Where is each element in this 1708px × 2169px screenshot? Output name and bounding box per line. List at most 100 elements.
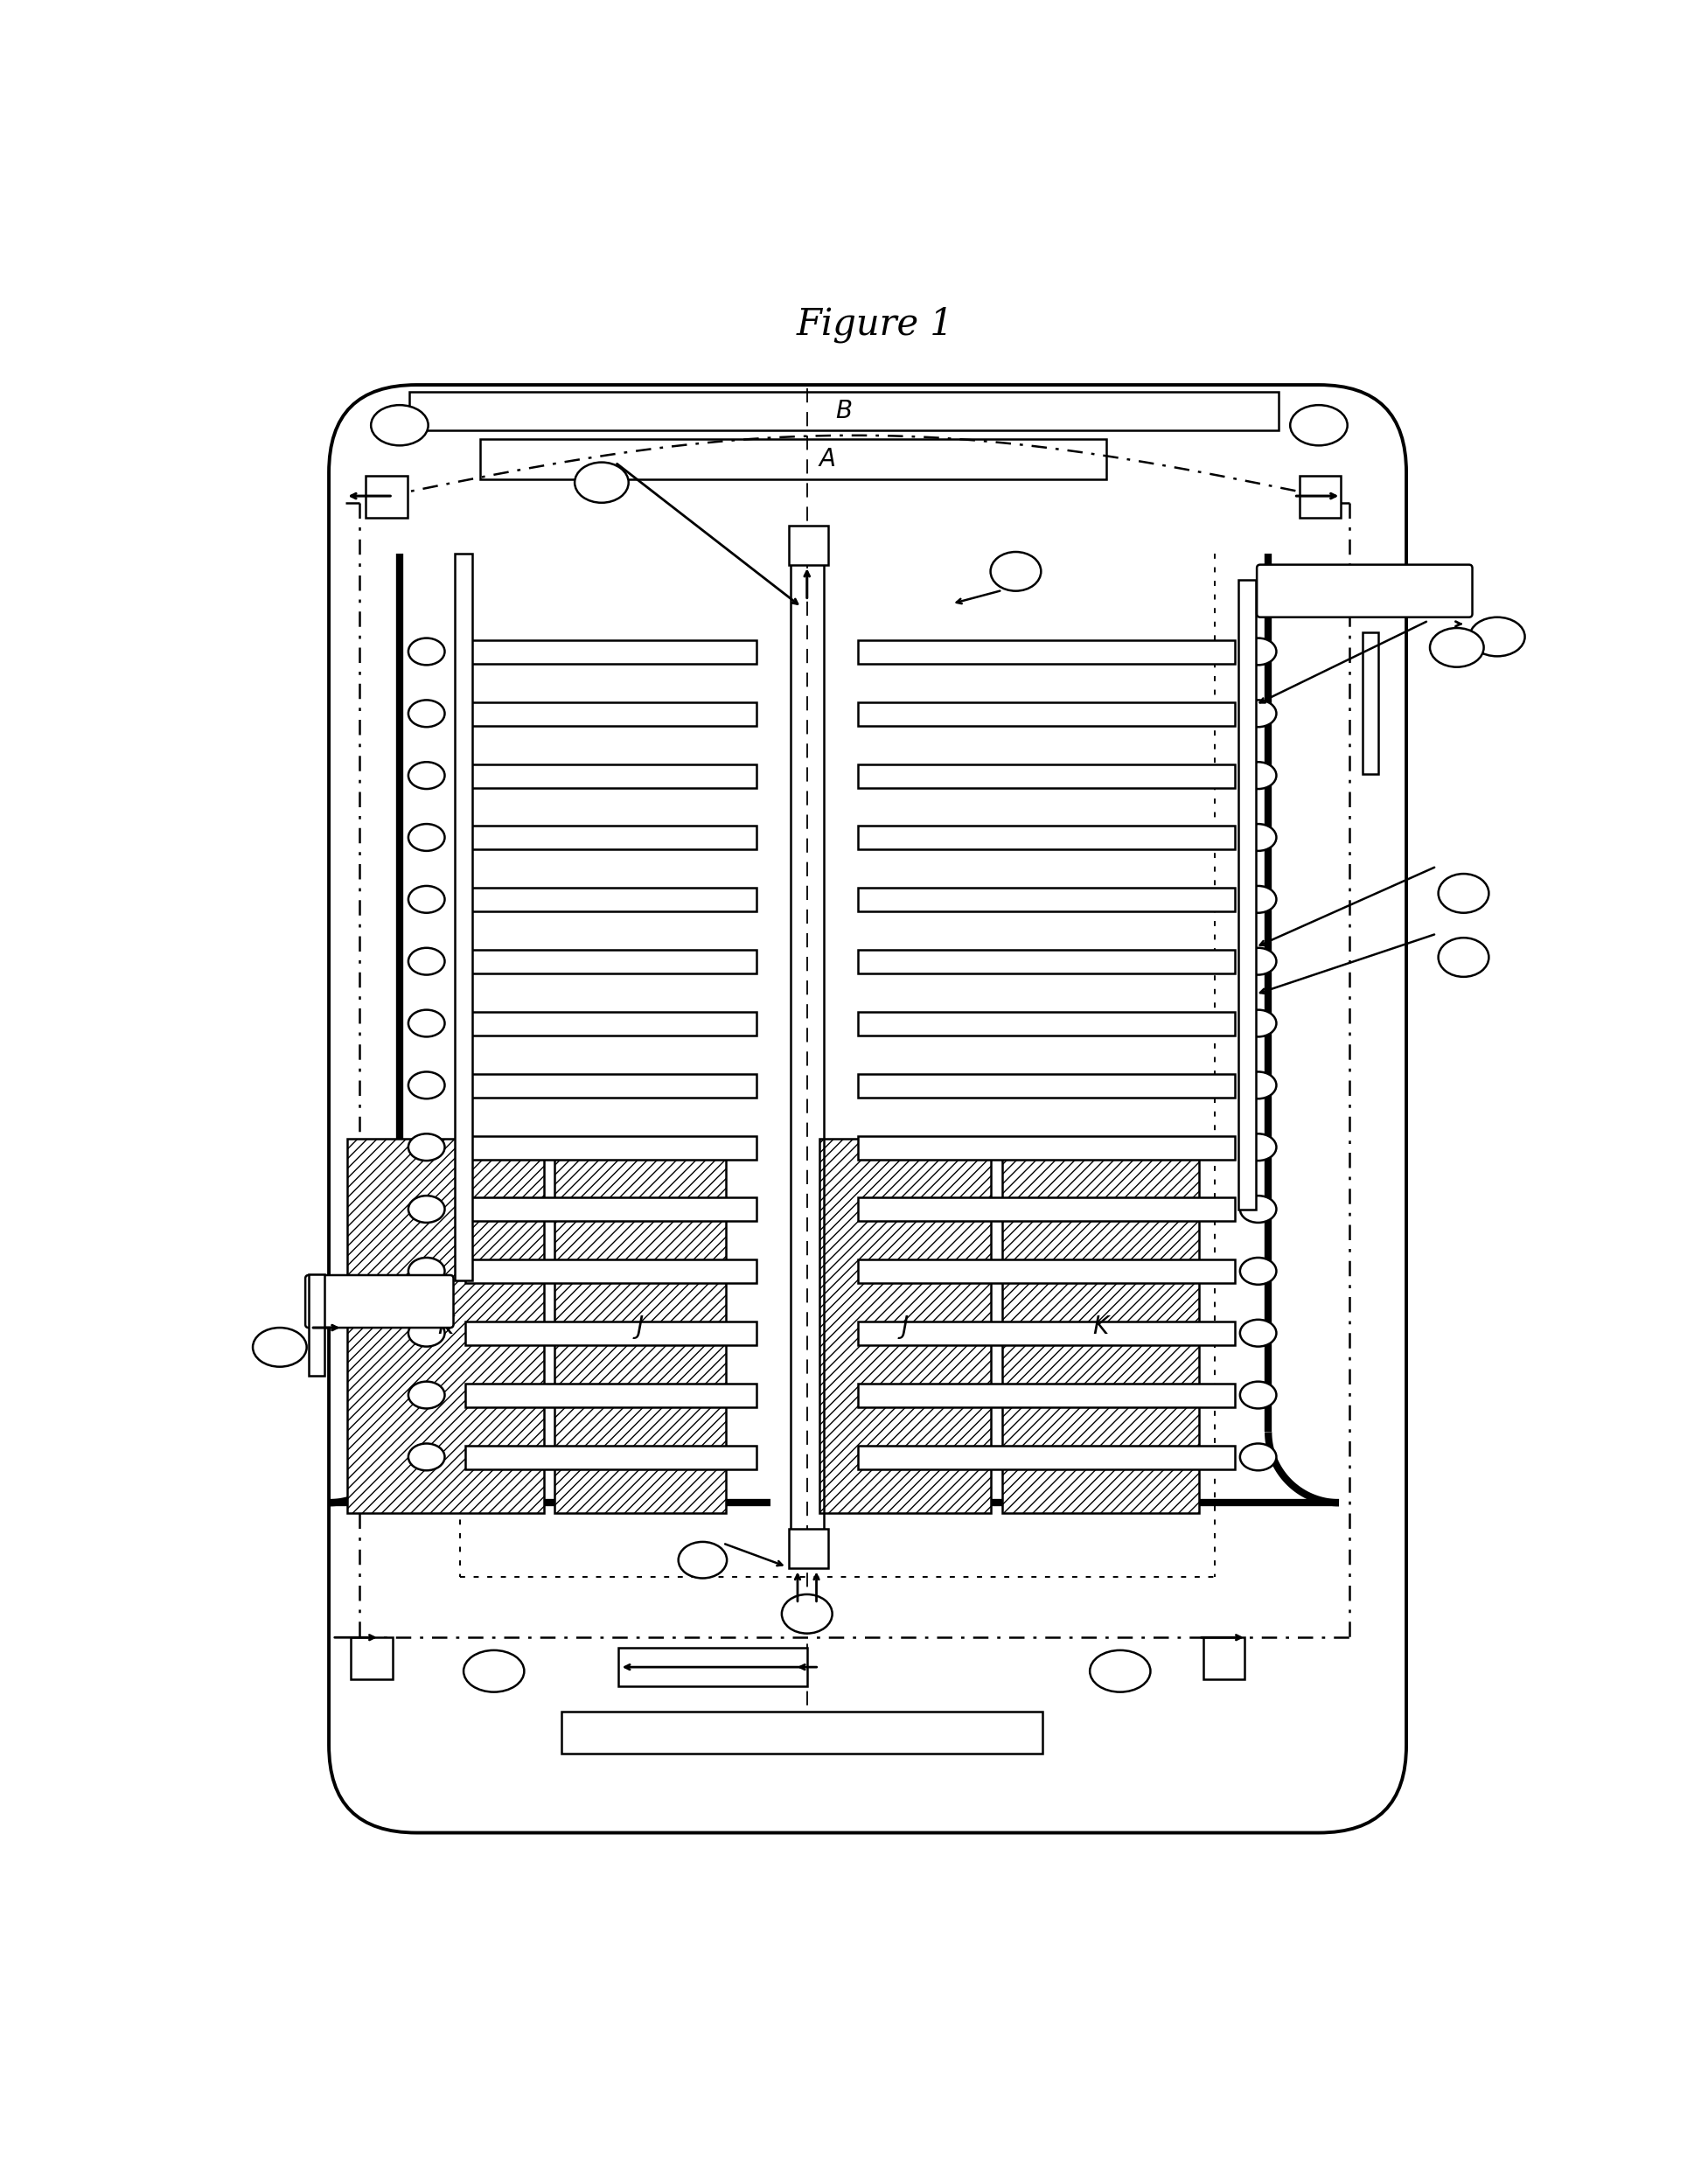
Text: E: E	[487, 1661, 500, 1681]
Text: I: I	[700, 1549, 705, 1570]
FancyBboxPatch shape	[466, 1260, 757, 1284]
FancyBboxPatch shape	[820, 1139, 991, 1514]
Ellipse shape	[408, 1445, 444, 1471]
FancyBboxPatch shape	[1003, 1139, 1199, 1514]
Ellipse shape	[1438, 874, 1489, 913]
Ellipse shape	[408, 1195, 444, 1223]
Ellipse shape	[408, 1319, 444, 1347]
FancyBboxPatch shape	[1363, 633, 1378, 774]
Text: 4: 4	[381, 488, 393, 505]
FancyBboxPatch shape	[857, 826, 1235, 850]
FancyBboxPatch shape	[857, 950, 1235, 974]
FancyBboxPatch shape	[857, 703, 1235, 727]
Ellipse shape	[1240, 1011, 1276, 1037]
Ellipse shape	[678, 1542, 728, 1579]
FancyBboxPatch shape	[857, 1011, 1235, 1035]
Ellipse shape	[574, 462, 629, 503]
FancyBboxPatch shape	[466, 950, 757, 974]
FancyBboxPatch shape	[857, 763, 1235, 787]
Ellipse shape	[1240, 1319, 1276, 1347]
Ellipse shape	[408, 1134, 444, 1160]
Ellipse shape	[1240, 1134, 1276, 1160]
FancyBboxPatch shape	[1257, 564, 1472, 618]
FancyBboxPatch shape	[857, 1321, 1235, 1345]
FancyBboxPatch shape	[555, 1139, 726, 1514]
Ellipse shape	[1240, 885, 1276, 913]
Text: K: K	[1093, 1314, 1108, 1338]
Ellipse shape	[1430, 629, 1484, 668]
Ellipse shape	[782, 1594, 832, 1633]
FancyBboxPatch shape	[857, 1197, 1235, 1221]
Ellipse shape	[408, 1382, 444, 1408]
Text: 1: 1	[367, 1648, 379, 1666]
Text: G: G	[793, 1720, 811, 1744]
FancyBboxPatch shape	[366, 475, 408, 518]
Text: J: J	[637, 1314, 644, 1338]
Text: B: B	[835, 399, 852, 423]
FancyBboxPatch shape	[410, 393, 1278, 432]
FancyBboxPatch shape	[618, 1648, 806, 1687]
Text: F: F	[801, 1603, 813, 1625]
FancyBboxPatch shape	[857, 1445, 1235, 1468]
Ellipse shape	[463, 1651, 524, 1692]
Text: 1: 1	[1218, 1648, 1231, 1666]
Text: 2: 2	[801, 1540, 813, 1557]
Ellipse shape	[371, 406, 429, 445]
Text: D: D	[1455, 883, 1472, 904]
Ellipse shape	[1438, 937, 1489, 976]
FancyBboxPatch shape	[466, 1011, 757, 1035]
Text: E: E	[1114, 1661, 1127, 1681]
Text: ..: ..	[803, 521, 813, 536]
FancyBboxPatch shape	[789, 1529, 828, 1568]
Ellipse shape	[1469, 618, 1525, 657]
Text: 3: 3	[801, 538, 813, 555]
FancyBboxPatch shape	[330, 384, 1406, 1833]
FancyBboxPatch shape	[789, 525, 828, 564]
Ellipse shape	[1240, 948, 1276, 974]
Ellipse shape	[1290, 406, 1348, 445]
FancyBboxPatch shape	[466, 763, 757, 787]
FancyBboxPatch shape	[309, 1275, 325, 1375]
Ellipse shape	[408, 824, 444, 850]
Text: N: N	[1448, 638, 1464, 657]
Text: Figure 1: Figure 1	[796, 306, 953, 343]
Ellipse shape	[1240, 824, 1276, 850]
FancyBboxPatch shape	[352, 1638, 393, 1679]
Ellipse shape	[1240, 1382, 1276, 1408]
Text: C: C	[1312, 414, 1325, 436]
Ellipse shape	[408, 885, 444, 913]
FancyBboxPatch shape	[466, 1384, 757, 1408]
Ellipse shape	[1090, 1651, 1151, 1692]
Ellipse shape	[408, 1011, 444, 1037]
Ellipse shape	[408, 1258, 444, 1284]
FancyBboxPatch shape	[466, 1321, 757, 1345]
FancyBboxPatch shape	[1238, 579, 1255, 1210]
FancyBboxPatch shape	[466, 703, 757, 727]
Text: O: O	[272, 1336, 289, 1358]
Ellipse shape	[408, 638, 444, 666]
Text: P: P	[596, 473, 608, 492]
Text: L: L	[1009, 562, 1021, 581]
Text: 4: 4	[1315, 488, 1327, 505]
Text: K: K	[437, 1314, 453, 1338]
Ellipse shape	[1240, 1258, 1276, 1284]
Ellipse shape	[253, 1327, 307, 1366]
FancyBboxPatch shape	[466, 1074, 757, 1098]
Text: C: C	[393, 414, 407, 436]
FancyBboxPatch shape	[466, 887, 757, 911]
Ellipse shape	[1240, 1071, 1276, 1100]
Text: M: M	[1488, 627, 1506, 646]
Ellipse shape	[1240, 1445, 1276, 1471]
FancyBboxPatch shape	[857, 1137, 1235, 1158]
Ellipse shape	[408, 1071, 444, 1100]
Text: Q: Q	[1455, 948, 1472, 967]
Ellipse shape	[408, 701, 444, 727]
FancyBboxPatch shape	[857, 1384, 1235, 1408]
FancyBboxPatch shape	[857, 640, 1235, 664]
FancyBboxPatch shape	[466, 1137, 757, 1158]
FancyBboxPatch shape	[454, 553, 473, 1280]
FancyBboxPatch shape	[466, 640, 757, 664]
FancyBboxPatch shape	[306, 1275, 453, 1327]
FancyBboxPatch shape	[1300, 475, 1341, 518]
Text: H: H	[678, 1657, 693, 1677]
